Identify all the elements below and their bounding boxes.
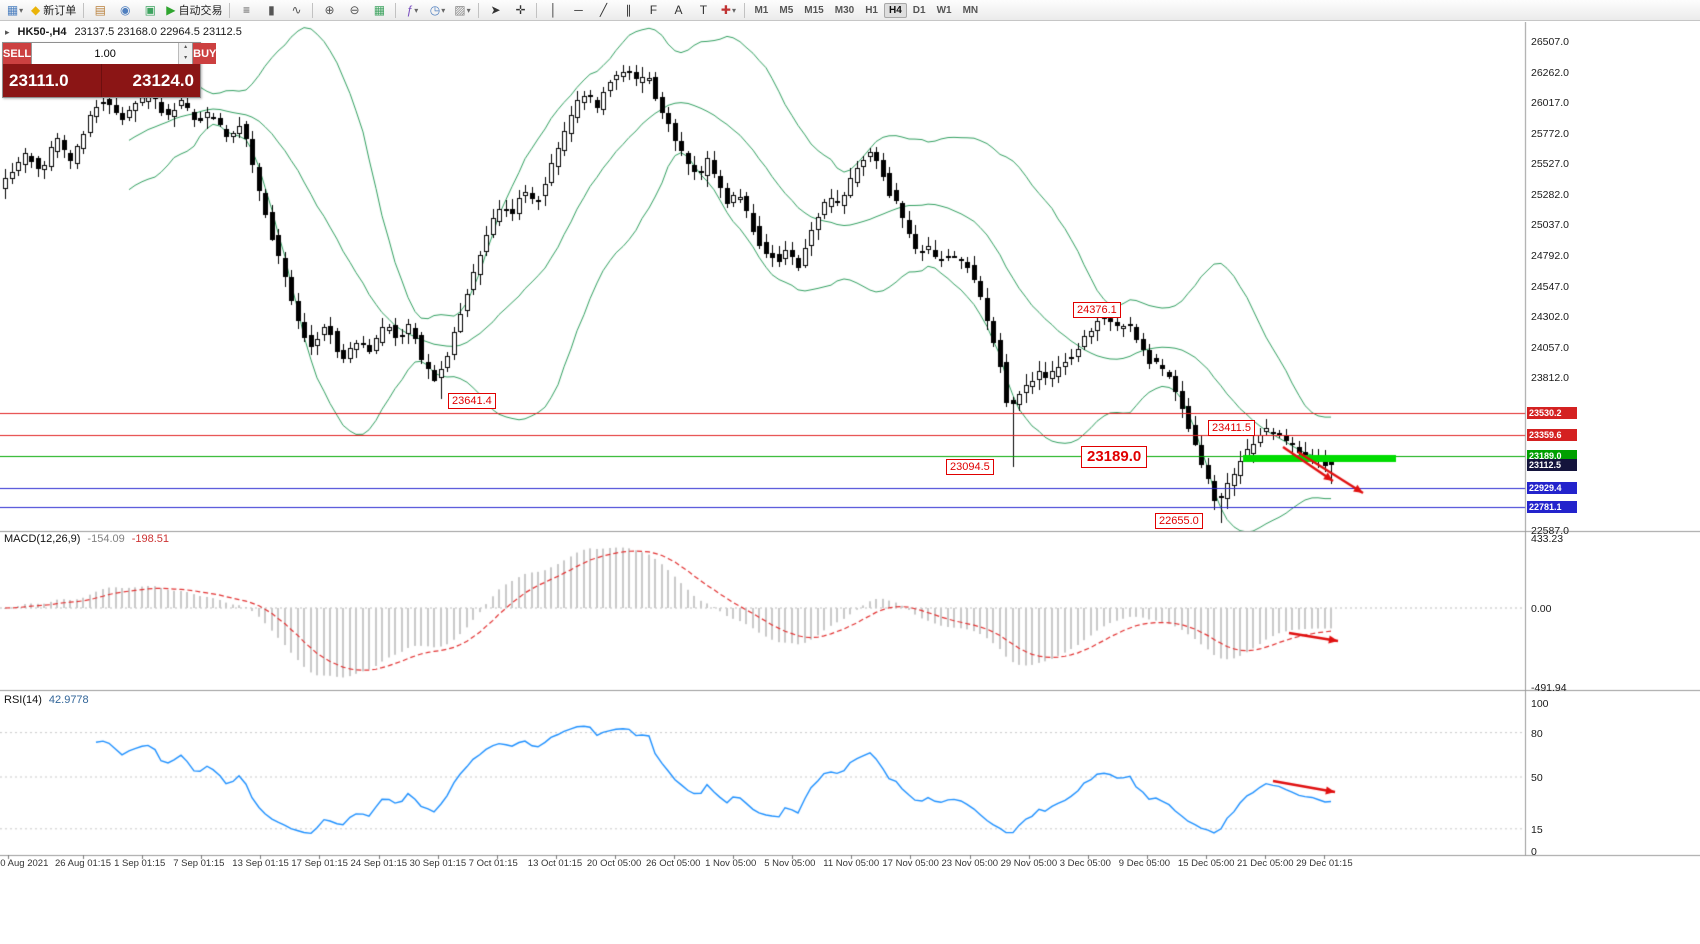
new-order-icon: ◆	[31, 3, 41, 17]
text-label-button[interactable]: T	[691, 1, 715, 20]
bar-chart-icon: ≡	[242, 3, 250, 17]
trendline-button[interactable]: ╱	[591, 1, 615, 20]
trade-panel-top-row: SELL ▴ ▾ BUY	[3, 43, 217, 64]
text-button[interactable]: A	[666, 1, 690, 20]
toolbar-separator	[536, 2, 538, 18]
cursor-button[interactable]: ➤	[483, 1, 507, 20]
horizontal-line-button[interactable]: ─	[566, 1, 590, 20]
zoom-out-button[interactable]: ⊖	[342, 1, 366, 20]
fibonacci-icon: F	[649, 3, 658, 17]
candlestick-chart-button[interactable]: ▮	[259, 1, 283, 20]
volume-box: ▴ ▾	[31, 43, 194, 64]
chart-info: ▸ HK50-,H4 23137.5 23168.0 22964.5 23112…	[5, 26, 242, 38]
text-label-icon: T	[699, 3, 708, 17]
buy-button[interactable]: BUY	[193, 43, 217, 64]
toolbar-separator	[744, 2, 746, 18]
tf-h1-button[interactable]: H1	[865, 4, 878, 16]
toolbar-separator	[478, 2, 480, 18]
periods-icon: ◷	[429, 3, 441, 17]
horizontal-line-icon: ─	[574, 3, 583, 17]
template-icon: ▨	[454, 3, 466, 17]
volume-down-button[interactable]: ▾	[179, 53, 193, 64]
toolbar-separator	[83, 2, 85, 18]
volume-input[interactable]	[32, 43, 179, 64]
rsi-value: 42.9778	[48, 694, 89, 706]
market-watch-button[interactable]: ▤	[88, 1, 112, 20]
chart-ohlc: 23137.5 23168.0 22964.5 23112.5	[74, 26, 242, 38]
line-chart-icon: ∿	[291, 3, 302, 17]
arrows-tool-button[interactable]: ✚ ▾	[716, 1, 740, 20]
autotrading-icon: ▶	[166, 3, 176, 17]
channel-button[interactable]: ∥	[616, 1, 640, 20]
zoom-out-icon: ⊖	[349, 3, 360, 17]
ask-price[interactable]: 23124.0	[132, 70, 194, 90]
text-icon: A	[674, 3, 683, 17]
expander-icon[interactable]: ▸	[5, 26, 10, 37]
tile-windows-button[interactable]: ▦	[367, 1, 391, 20]
tf-mn-button[interactable]: MN	[962, 4, 979, 16]
vertical-line-button[interactable]: │	[541, 1, 565, 20]
macd-name: MACD(12,26,9)	[4, 533, 81, 545]
caret-down-icon: ▾	[731, 5, 736, 15]
toolbar-separator	[229, 2, 231, 18]
macd-value: -154.09	[87, 533, 125, 545]
autotrading-label: 自动交易	[178, 5, 223, 17]
new-order-button[interactable]: ◆ 新订单	[28, 1, 79, 20]
vertical-line-icon: │	[549, 3, 558, 17]
periods-button[interactable]: ◷ ▾	[425, 1, 449, 20]
line-chart-button[interactable]: ∿	[284, 1, 308, 20]
zoom-in-icon: ⊕	[324, 3, 335, 17]
sell-button[interactable]: SELL	[3, 43, 32, 64]
price-chart-canvas[interactable]	[0, 22, 1700, 872]
market-watch-icon: ▤	[94, 3, 106, 17]
bid-price[interactable]: 23111.0	[3, 64, 102, 97]
caret-down-icon: ▾	[441, 5, 446, 15]
macd-label: MACD(12,26,9) -154.09 -198.51	[4, 533, 169, 545]
one-click-trading-panel: SELL ▴ ▾ BUY 23111.0 23124.0	[2, 42, 217, 98]
template-button[interactable]: ▨ ▾	[450, 1, 474, 20]
tf-m5-button[interactable]: M5	[779, 4, 794, 16]
trade-panel-price-row: 23111.0 23124.0	[3, 64, 200, 97]
volume-up-button[interactable]: ▴	[179, 43, 193, 54]
indicators-icon: ƒ	[406, 3, 414, 17]
terminal-button[interactable]: ▣	[138, 1, 162, 20]
tile-windows-icon: ▦	[373, 3, 386, 17]
autotrading-button[interactable]: ▶ 自动交易	[163, 1, 225, 20]
bar-chart-button[interactable]: ≡	[234, 1, 258, 20]
trendline-icon: ╱	[599, 3, 608, 17]
cursor-icon: ➤	[490, 3, 501, 17]
tf-h4-button[interactable]: H4	[883, 2, 907, 18]
caret-down-icon: ▾	[414, 5, 419, 15]
rsi-label: RSI(14) 42.9778	[4, 694, 89, 706]
new-chart-button[interactable]: ▦ ▾	[3, 1, 27, 20]
zoom-in-button[interactable]: ⊕	[317, 1, 341, 20]
fibonacci-button[interactable]: F	[641, 1, 665, 20]
new-order-label: 新订单	[43, 5, 77, 17]
chart-symbol-period: HK50-,H4	[17, 26, 67, 38]
crosshair-button[interactable]: ✛	[508, 1, 532, 20]
tf-m30-button[interactable]: M30	[834, 4, 855, 16]
navigator-button[interactable]: ◉	[113, 1, 137, 20]
caret-down-icon: ▾	[466, 5, 471, 15]
toolbar-separator	[395, 2, 397, 18]
tf-w1-button[interactable]: W1	[936, 4, 952, 16]
toolbar-separator	[312, 2, 314, 18]
navigator-icon: ◉	[119, 3, 131, 17]
channel-icon: ∥	[625, 3, 632, 17]
toolbar: ▦ ▾ ◆ 新订单 ▤ ◉ ▣ ▶ 自动交易 ≡ ▮ ∿ ⊕ ⊖ ▦ ƒ ▾ ◷ ▾ ▨ ▾ ➤ ✛ │ ─ ╱ ∥ F A T ✚ ▾ M1 M…	[0, 0, 1700, 21]
candlestick-chart-icon: ▮	[268, 3, 275, 17]
arrows-tool-icon: ✚	[720, 3, 731, 17]
new-chart-icon: ▦	[6, 3, 19, 17]
tf-d1-button[interactable]: D1	[912, 4, 926, 16]
rsi-name: RSI(14)	[4, 694, 42, 706]
crosshair-icon: ✛	[515, 3, 526, 17]
terminal-icon: ▣	[144, 3, 156, 17]
tf-m15-button[interactable]: M15	[804, 4, 824, 16]
indicators-button[interactable]: ƒ ▾	[400, 1, 424, 20]
volume-stepper: ▴ ▾	[178, 43, 193, 64]
tf-m1-button[interactable]: M1	[754, 4, 769, 16]
caret-down-icon: ▾	[19, 5, 24, 15]
macd-signal-value: -198.51	[131, 533, 170, 545]
